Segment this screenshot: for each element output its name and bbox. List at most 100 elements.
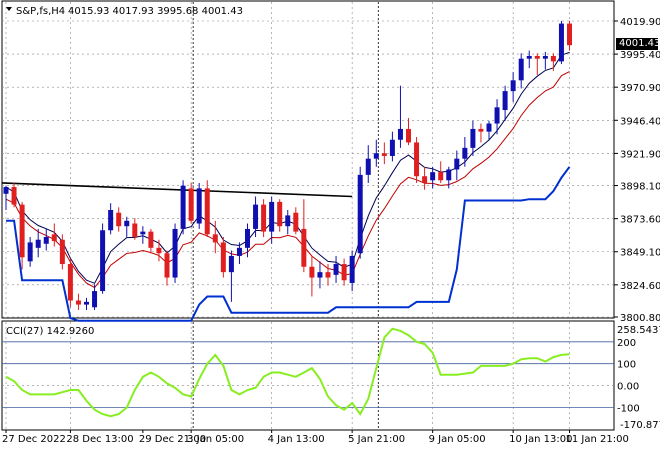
candle-body: [389, 139, 395, 156]
candle-body: [478, 128, 484, 132]
candle-body: [438, 172, 444, 181]
time-tick-label: 27 Dec 2022: [2, 434, 66, 445]
time-tick-label: 3 Jan 05:00: [187, 434, 244, 445]
candle-body: [406, 128, 411, 143]
candle-body: [494, 107, 500, 124]
candle-body: [381, 153, 387, 156]
candle-body: [196, 188, 202, 224]
candle-body: [446, 169, 452, 181]
outer-band-line: [5, 71, 570, 289]
candle-body: [414, 142, 420, 177]
ohlc-values: 4015.93 4017.93 3995.68 4001.43: [68, 6, 243, 17]
candle-body: [365, 158, 371, 175]
candle-body: [92, 291, 98, 308]
candle-body: [454, 158, 460, 170]
time-tick-label: 4 Jan 13:00: [268, 434, 325, 445]
candle-body: [397, 128, 403, 140]
candle-body: [108, 210, 114, 231]
candle-body: [510, 80, 516, 92]
price-tick-label: 3824.60: [620, 281, 660, 292]
candle-body: [236, 247, 242, 256]
candle-body: [526, 55, 532, 59]
candle-body: [75, 300, 81, 305]
candle-body: [357, 174, 363, 254]
price-tick-label: 3995.40: [620, 50, 660, 61]
candle-body: [558, 23, 564, 62]
cci-indicator: [5, 327, 570, 418]
time-tick-label: 10 Jan 13:00: [509, 434, 572, 445]
candle-body: [373, 153, 379, 159]
candle-body: [277, 201, 283, 227]
candle-body: [349, 255, 355, 283]
candle-body: [84, 301, 89, 305]
time-tick-label: 29 Dec 21:00: [139, 434, 206, 445]
candle-body: [245, 228, 250, 248]
candle-body: [285, 215, 291, 227]
candle-body: [212, 234, 218, 243]
candle-body: [253, 204, 259, 229]
candle-body: [27, 242, 33, 262]
price-tick-label: 3800.80: [620, 313, 660, 324]
time-tick-label: 28 Dec 13:00: [66, 434, 133, 445]
candle-body: [124, 220, 130, 227]
candle-body: [301, 228, 307, 267]
candle-body: [59, 239, 65, 265]
price-tick-label: 3849.10: [620, 248, 660, 259]
candle-body: [67, 264, 73, 301]
candle-body: [470, 128, 476, 148]
candle-body: [204, 188, 210, 235]
candle-body: [228, 255, 234, 273]
candle-body: [325, 272, 331, 278]
candle-body: [188, 188, 194, 221]
cci-panel-frame: [1, 320, 615, 431]
support-line: [6, 166, 571, 322]
candle-body: [534, 55, 540, 59]
candle-body: [333, 264, 339, 275]
cci-scale-max: 258.5437: [617, 325, 660, 336]
price-tick-label: 3898.10: [620, 182, 660, 193]
time-tick-label: 5 Jan 21:00: [348, 434, 405, 445]
price-tick-label: 4019.90: [620, 17, 660, 28]
price-axis: 4019.90 3995.40 3970.90 3946.40 3921.90 3898.…: [614, 17, 660, 324]
candle-body: [502, 91, 508, 111]
candle-body: [132, 223, 138, 238]
time-tick-label: 9 Jan 05:00: [429, 434, 486, 445]
candle-body: [19, 204, 25, 258]
candle-body: [11, 187, 17, 205]
dropdown-arrow-icon[interactable]: [6, 7, 12, 11]
candle-body: [172, 228, 178, 278]
current-price-tag: 4001.43: [616, 38, 660, 50]
candle-body: [486, 123, 492, 132]
cci-tick-label: 0.00: [617, 382, 639, 393]
candle-body: [462, 147, 468, 159]
cci-title: CCI(27) 142.9260: [6, 326, 94, 337]
main-panel-frame: [1, 0, 615, 319]
price-tick-label: 3873.60: [620, 215, 660, 226]
candle-body: [164, 253, 170, 278]
candle-body: [140, 231, 146, 235]
candle-body: [542, 55, 548, 59]
candle-body: [293, 212, 299, 232]
time-axis: 27 Dec 2022 28 Dec 13:00 29 Dec 21:003 Jan…: [2, 430, 629, 445]
candle-body: [180, 185, 186, 229]
candle-body: [3, 187, 9, 194]
symbol-label: S&P,fs,H4: [16, 6, 65, 17]
price-tick-label: 3946.40: [620, 116, 660, 127]
candle-body: [309, 266, 315, 278]
candle-body: [261, 204, 267, 232]
candle-body: [550, 55, 556, 62]
grid: [2, 2, 614, 430]
candle-body: [43, 237, 49, 244]
price-tick-label: 3970.90: [620, 83, 660, 94]
time-tick-label: 11 Jan 21:00: [566, 434, 629, 445]
cci-scale-min: -170.8776: [620, 420, 660, 431]
cci-line: [5, 327, 570, 418]
candle-body: [156, 247, 162, 254]
cci-tick-label: 100: [617, 360, 636, 371]
candle-body: [148, 231, 154, 248]
candle-body: [317, 272, 323, 278]
candle-body: [220, 242, 226, 273]
candle-body: [269, 201, 275, 232]
